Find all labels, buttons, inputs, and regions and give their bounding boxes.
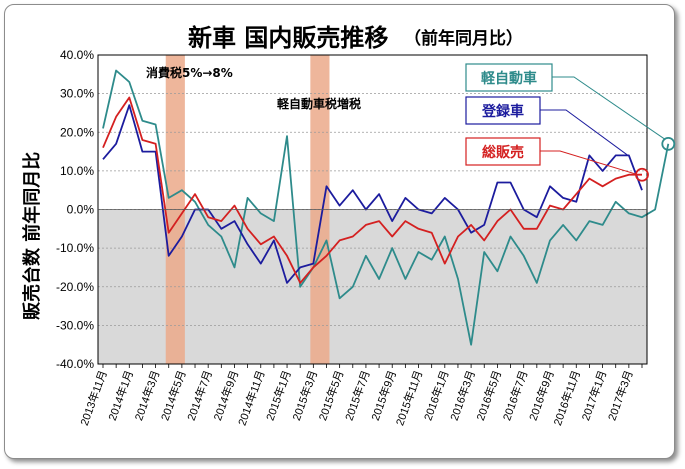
x-tick-label: 2015年7月 — [342, 368, 373, 422]
y-tick-label: -10.0% — [56, 241, 94, 255]
x-tick-label: 2016年3月 — [447, 368, 478, 422]
legend-connector-1 — [540, 109, 629, 156]
x-tick-label: 2016年9月 — [526, 368, 557, 422]
y-tick-label: 10.0% — [60, 164, 94, 178]
chart-title: 新車 国内販売推移 — [188, 24, 388, 52]
x-tick-label: 2014年1月 — [105, 368, 136, 422]
y-tick-labels: -40.0% -30.0% -20.0% -10.0% 0.0% 10.0% 20.0% 30… — [56, 48, 94, 371]
legend-label-1: 登録車 — [481, 103, 524, 120]
x-tick-label: 2014年3月 — [131, 368, 162, 422]
legend-connector-0 — [552, 76, 665, 140]
legend-label-0: 軽自動車 — [481, 70, 537, 87]
chart-subtitle: （前年同月比） — [404, 28, 523, 49]
y-tick-label: -30.0% — [56, 318, 94, 332]
y-tick-label: 40.0% — [60, 48, 94, 62]
x-tick-label: 2016年1月 — [420, 368, 451, 422]
legend-label-2: 総販売 — [482, 144, 524, 161]
legend-connector-2 — [540, 150, 639, 176]
x-tick-label: 2015年5月 — [315, 368, 346, 422]
series-line-2 — [102, 96, 642, 284]
y-tick-label: 0.0% — [67, 203, 95, 217]
legend-box-0 — [465, 63, 553, 92]
y-tick-label: -20.0% — [56, 280, 94, 294]
series-line-1 — [102, 104, 643, 284]
annotation-kei-tax: 軽自動車税増税 — [277, 96, 361, 111]
x-tick-label: 2017年3月 — [605, 368, 636, 422]
x-tick-label: 2014年7月 — [184, 368, 215, 422]
y-axis-label: 販売台数 前年同月比 — [21, 152, 43, 320]
y-tick-label: 20.0% — [60, 125, 94, 139]
x-tick-label: 2016年7月 — [499, 368, 530, 422]
y-tick-label: 30.0% — [60, 87, 94, 101]
x-tick-label: 2016年5月 — [473, 368, 504, 422]
x-tick-label: 2014年9月 — [210, 368, 241, 422]
x-tick-label: 2015年3月 — [289, 368, 320, 422]
axes — [97, 54, 648, 368]
series-lines — [102, 69, 670, 346]
annotation-consumption-tax: 消費税5%→8% — [146, 65, 233, 80]
end-marker-0 — [661, 136, 676, 151]
x-tick-labels: 2013年11月2014年1月2014年3月2014年5月2014年7月2014… — [77, 368, 636, 427]
legend-box-2 — [465, 137, 541, 166]
series-line-0 — [102, 69, 670, 346]
x-tick-label: 2014年5月 — [158, 368, 189, 422]
legend-box-1 — [465, 96, 541, 125]
x-tick-label: 2017年1月 — [578, 368, 609, 422]
y-tick-label: -40.0% — [56, 357, 94, 371]
x-tick-label: 2013年11月 — [77, 368, 110, 427]
x-tick-label: 2015年1月 — [263, 368, 294, 422]
x-tick-label: 2015年9月 — [368, 368, 399, 422]
end-marker-2 — [635, 167, 649, 182]
